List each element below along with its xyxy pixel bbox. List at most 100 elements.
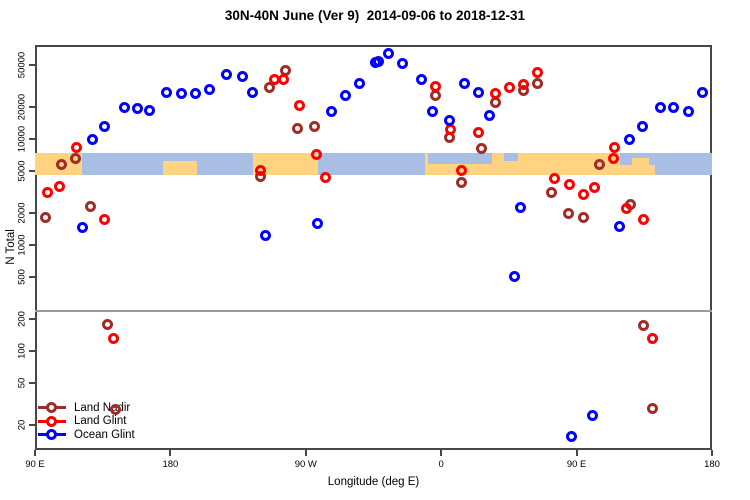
data-point-land-glint [608,141,620,153]
chart-title: 30N-40N June (Ver 9) 2014-09-06 to 2018-… [224,8,526,23]
data-point-land-nadir [292,122,304,134]
data-point-ocean-glint [144,105,156,117]
data-point-land-glint [71,141,83,153]
data-point-ocean-glint [484,110,496,122]
data-point-ocean-glint [383,48,395,60]
map-land-island [632,158,649,167]
data-point-land-glint [42,187,54,199]
x-tick-mark [440,450,443,456]
map-land-segment [253,152,318,175]
data-point-ocean-glint [415,73,427,85]
data-point-ocean-glint [508,270,520,282]
data-point-land-nadir [475,142,487,154]
data-point-land-glint [108,332,120,344]
y-tick-mark [29,169,35,172]
data-point-land-glint [293,99,305,111]
data-point-land-nadir [264,82,276,94]
data-point-land-nadir [646,402,658,414]
data-point-land-glint [564,178,576,190]
map-land-segment [162,160,198,175]
legend-marker-icon [38,402,66,414]
data-point-ocean-glint [397,58,409,70]
data-point-ocean-glint [636,121,648,133]
map-ocean-overlay [427,152,493,164]
data-point-ocean-glint [514,201,526,213]
data-point-land-nadir [109,403,121,415]
y-tick-mark [29,350,35,353]
data-point-land-glint [637,213,649,225]
map-ocean-overlay [504,152,518,161]
y-tick-mark [29,276,35,279]
data-point-land-glint [456,164,468,176]
y-tick-mark [29,382,35,385]
x-tick-mark [169,450,172,456]
data-point-land-nadir [56,158,68,170]
legend-marker-icon [38,429,66,441]
plot-area [35,45,712,450]
data-point-land-glint [53,180,65,192]
data-point-ocean-glint [697,86,709,98]
legend-marker-icon [38,415,66,427]
data-point-ocean-glint [372,55,384,67]
data-point-land-glint [620,202,632,214]
y-tick-mark [29,244,35,247]
y-tick-mark [29,424,35,427]
x-tick-label: 90 W [294,459,317,470]
y-tick-label: 50 [16,377,28,389]
y-tick-mark [29,318,35,321]
data-point-ocean-glint [99,121,111,133]
y-tick-label: 500 [16,269,28,285]
data-point-land-glint [577,188,589,200]
x-axis-title: Longitude (deg E) [327,476,420,488]
data-point-land-glint [549,173,561,185]
data-point-ocean-glint [236,71,248,83]
latitude-map-band [35,152,712,175]
x-tick-mark [575,450,578,456]
data-point-ocean-glint [443,115,455,127]
data-point-land-glint [98,213,110,225]
data-point-land-glint [254,164,266,176]
data-point-ocean-glint [586,409,598,421]
data-point-ocean-glint [220,69,232,81]
y-tick-label: 100 [16,343,28,360]
data-point-ocean-glint [312,217,324,229]
data-point-land-nadir [593,158,605,170]
x-tick-label: 90 E [25,459,45,470]
data-point-land-glint [531,66,543,78]
data-point-ocean-glint [667,101,679,113]
legend-label: Land Nadir [74,401,131,414]
data-point-land-nadir [562,207,574,219]
data-point-land-nadir [546,186,558,198]
y-tick-label: 20 [16,420,28,431]
data-point-ocean-glint [325,106,337,118]
data-point-land-nadir [40,211,52,223]
y-axis-title: N Total [5,229,17,265]
data-point-land-nadir [101,318,113,330]
data-point-land-nadir [456,176,468,188]
data-point-ocean-glint [613,220,625,232]
y-tick-label: 20000 [16,93,28,121]
data-point-ocean-glint [175,87,187,99]
data-point-land-glint [278,73,290,85]
x-tick-mark [34,450,36,456]
data-point-ocean-glint [472,86,484,98]
data-point-land-nadir [532,77,544,89]
data-point-land-glint [646,332,658,344]
data-point-ocean-glint [259,230,271,242]
data-point-ocean-glint [190,87,202,99]
y-tick-label: 50000 [16,51,28,79]
x-tick-label: 90 E [566,459,587,470]
data-point-ocean-glint [247,86,259,98]
y-tick-label: 5000 [16,160,28,182]
open-circle-icon [46,415,57,427]
data-point-land-glint [472,127,484,139]
data-point-land-nadir [309,121,321,133]
y-tick-label: 200 [16,311,28,328]
legend-row-ocean-glint: Ocean Glint [38,428,135,442]
data-point-ocean-glint [682,106,694,118]
data-point-land-glint [430,81,442,93]
data-point-ocean-glint [655,101,667,113]
threshold-line [35,309,712,312]
data-point-land-nadir [637,319,649,331]
